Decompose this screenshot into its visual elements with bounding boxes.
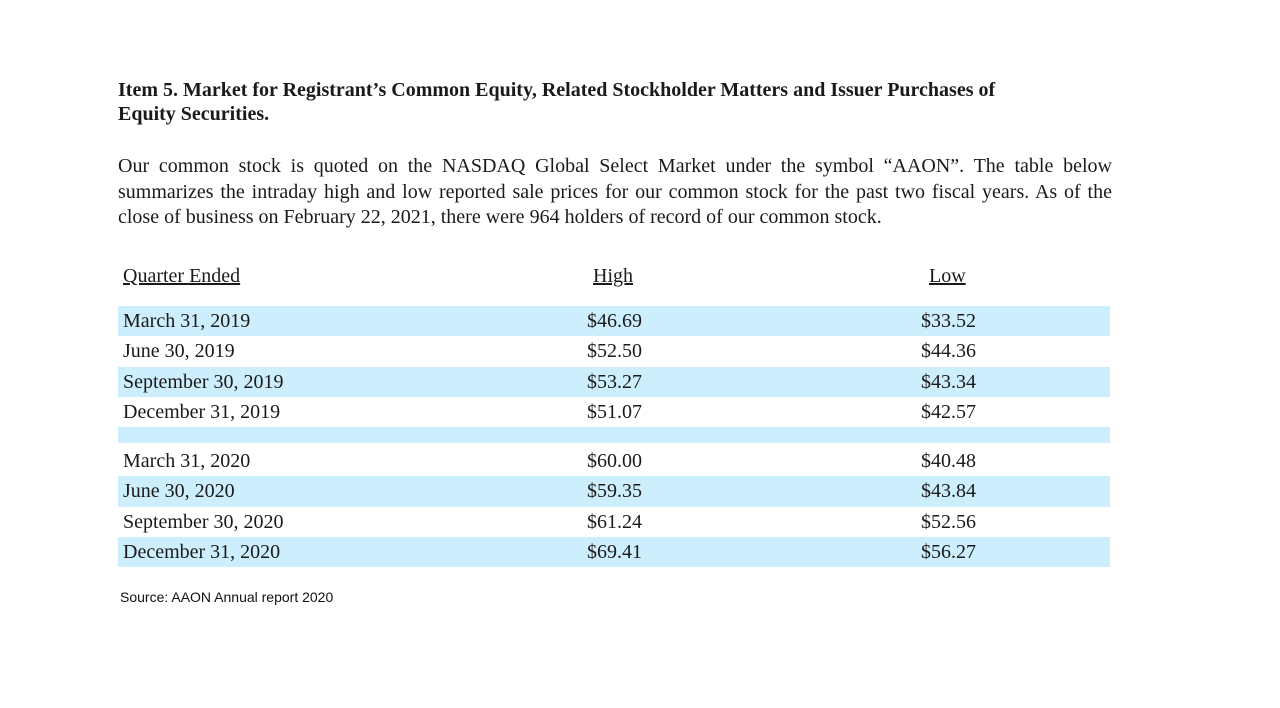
table-row: September 30, 2020 $61.24 $52.56 (118, 507, 1110, 537)
section-heading: Item 5. Market for Registrant’s Common E… (118, 78, 1118, 126)
high-cell: $60.00 (587, 450, 642, 473)
intro-paragraph: Our common stock is quoted on the NASDAQ… (118, 155, 1112, 228)
low-cell: $52.56 (921, 510, 976, 533)
table-header: Quarter Ended High Low (118, 262, 1110, 306)
high-cell: $53.27 (587, 370, 642, 393)
table-row: June 30, 2019 $52.50 $44.36 (118, 336, 1110, 366)
table-row: March 31, 2019 $46.69 $33.52 (118, 306, 1110, 337)
high-cell: $69.41 (587, 541, 642, 564)
low-cell: $42.57 (921, 400, 976, 423)
table-row: December 31, 2019 $51.07 $42.57 (118, 397, 1110, 427)
low-cell: $40.48 (921, 450, 976, 473)
high-cell: $52.50 (587, 340, 642, 363)
header-low: Low (929, 265, 966, 287)
high-cell: $51.07 (587, 400, 642, 423)
quarter-cell: March 31, 2020 (123, 450, 251, 473)
quarter-cell: September 30, 2020 (123, 510, 284, 533)
low-cell: $56.27 (921, 541, 976, 564)
table-row: June 30, 2020 $59.35 $43.84 (118, 476, 1110, 507)
high-cell: $59.35 (587, 480, 642, 503)
table-row: December 31, 2020 $69.41 $56.27 (118, 537, 1110, 568)
document-body: Item 5. Market for Registrant’s Common E… (118, 78, 1118, 231)
low-cell: $44.36 (921, 340, 976, 363)
table-row: March 31, 2020 $60.00 $40.48 (118, 446, 1110, 476)
heading-line-2: Equity Securities. (118, 103, 270, 125)
quarter-cell: September 30, 2019 (123, 370, 284, 393)
heading-line-1: Item 5. Market for Registrant’s Common E… (118, 79, 996, 101)
quarter-cell: March 31, 2019 (123, 310, 251, 332)
high-cell: $46.69 (587, 310, 642, 332)
stock-price-table: Quarter Ended High Low March 31, 2019 $4… (118, 262, 1110, 568)
quarter-cell: December 31, 2019 (123, 400, 281, 423)
source-note: Source: AAON Annual report 2020 (120, 589, 334, 605)
low-cell: $43.34 (921, 370, 976, 393)
low-cell: $43.84 (921, 480, 976, 503)
quarter-cell: June 30, 2020 (123, 480, 235, 503)
quarter-cell: June 30, 2019 (123, 340, 235, 363)
quarter-cell: December 31, 2020 (123, 541, 281, 564)
table-row: September 30, 2019 $53.27 $43.34 (118, 366, 1110, 397)
high-cell: $61.24 (587, 510, 642, 533)
low-cell: $33.52 (921, 310, 976, 332)
header-high: High (593, 265, 633, 287)
header-quarter-ended: Quarter Ended (123, 265, 241, 287)
table-group-separator (118, 427, 1110, 444)
